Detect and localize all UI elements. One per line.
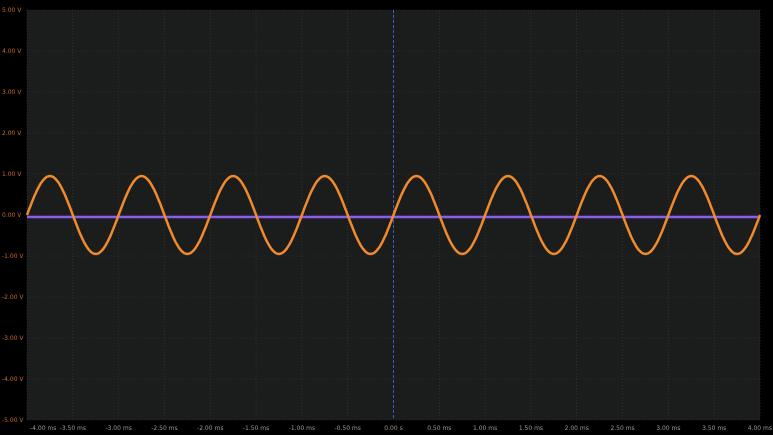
x-tick-label: -4.00 ms [30,425,56,432]
x-tick-label: -1.50 ms [243,425,269,432]
x-tick-label: 1.00 ms [473,425,497,432]
x-tick-label: 1.50 ms [519,425,543,432]
y-tick-label: 5.00 V [2,7,22,14]
x-tick-label: -2.00 ms [197,425,223,432]
x-tick-label: -0.50 ms [334,425,360,432]
y-tick-label: -5.00 V [2,417,24,424]
y-tick-label: -1.00 V [2,253,24,260]
x-tick-label: 0.00 s [384,425,402,432]
x-tick-label: 0.50 ms [427,425,451,432]
x-tick-labels: -4.00 ms -3.50 ms -3.00 ms -2.50 ms -2.00 ms… [30,425,772,432]
series-sine-trace [25,174,762,256]
x-tick-label: -3.50 ms [60,425,86,432]
y-tick-labels: 5.00 V 4.00 V 3.00 V 2.00 V 1.00 V 0.00 V -1.0… [2,7,24,424]
y-tick-label: 2.00 V [2,130,22,137]
x-tick-label: 2.50 ms [610,425,634,432]
x-tick-label: 3.00 ms [656,425,680,432]
y-tick-label: 0.00 V [2,212,22,219]
x-tick-label: -3.00 ms [105,425,131,432]
x-tick-label: -2.50 ms [151,425,177,432]
y-tick-label: -4.00 V [2,376,24,383]
x-tick-label: 3.50 ms [702,425,726,432]
y-tick-label: 1.00 V [2,171,22,178]
x-tick-label: -1.00 ms [289,425,315,432]
y-tick-label: 4.00 V [2,48,22,55]
y-tick-label: 3.00 V [2,89,22,96]
y-tick-label: -2.00 V [2,294,24,301]
x-tick-label: 4.00 ms [748,425,772,432]
y-tick-label: -3.00 V [2,335,24,342]
x-tick-label: 2.00 ms [565,425,589,432]
